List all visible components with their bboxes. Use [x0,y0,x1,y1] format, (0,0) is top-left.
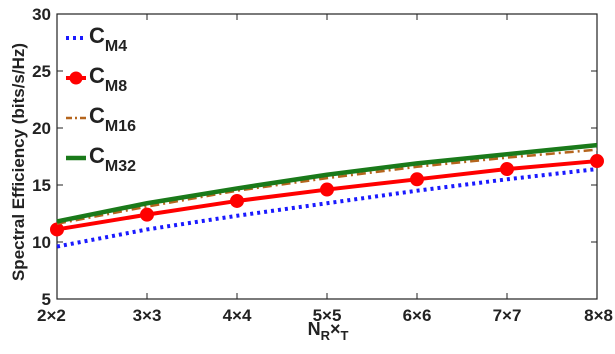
legend-label-main: C [89,63,105,88]
x-tick-label: 8×8 [584,306,613,325]
data-point [590,154,604,169]
data-point [320,182,334,197]
legend-item-m32: CM32 [66,143,136,175]
data-point [50,222,64,237]
series-line [56,167,598,249]
data-point [500,162,514,177]
x-tick-label: 5×5 [313,306,342,325]
y-axis-label: Spectral Efficiency (bits/s/Hz) [9,43,28,281]
legend-label-sub: M4 [105,38,127,55]
y-tick-label: 5 [42,290,51,309]
y-tick-label: 25 [32,62,51,81]
x-tick-label: 6×6 [403,306,432,325]
y-tick-label: 10 [32,233,51,252]
legend-label-sub: M8 [105,78,127,95]
axes: 5 10 15 20 25 30 2×2 3×3 4×4 5×5 6×6 7×7 8×8 [32,5,613,325]
y-tick-label: 20 [32,119,51,138]
series-m32 [56,142,598,224]
series-m4 [56,167,598,249]
legend-label-main: C [89,23,105,48]
legend-item-m8: CM8 [66,63,127,95]
legend-label-main: C [89,103,105,128]
x-tick-label: 3×3 [133,306,162,325]
series-line [56,148,598,225]
x-axis-label-sub1: R [321,328,331,343]
data-point [230,193,244,208]
legend-label: CM4 [89,23,127,55]
series-m8 [50,154,604,237]
data-point [140,207,154,222]
legend-marker [69,71,83,85]
legend-label-main: C [89,143,105,168]
series-layer [50,142,604,249]
y-tick-label: 15 [32,176,51,195]
x-axis-label-times: × [330,319,341,339]
x-tick-label: 2×2 [37,306,66,325]
legend-item-m4: CM4 [66,23,127,55]
legend-label: CM8 [89,63,127,95]
x-axis-label-sub2: T [340,328,348,343]
x-tick-label: 4×4 [223,306,252,325]
x-tick-label: 7×7 [493,306,522,325]
series-m16 [56,148,598,225]
x-axis-label: NR×T [308,319,349,343]
legend-item-m16: CM16 [66,103,136,135]
series-line [56,142,598,224]
data-point [410,172,424,187]
legend-label-sub: M16 [105,118,136,135]
legend-label-sub: M32 [105,158,136,175]
y-tick-label: 30 [32,5,51,24]
x-axis-label-main: N [308,319,321,339]
legend-label: CM16 [89,103,136,135]
legend-label: CM32 [89,143,136,175]
